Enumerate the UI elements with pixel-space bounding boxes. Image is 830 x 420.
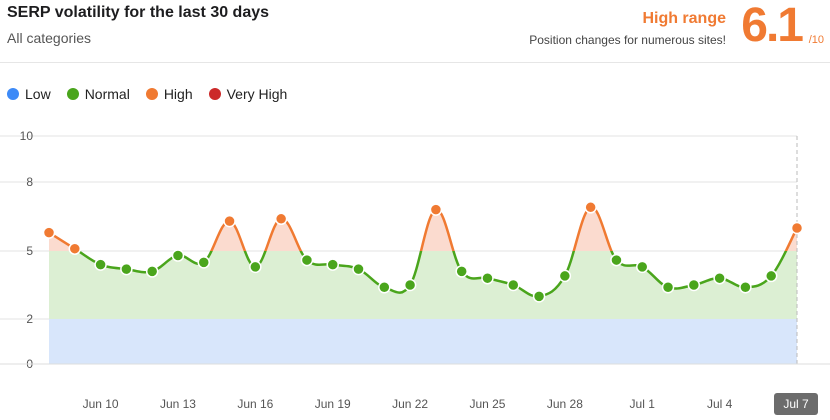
data-point-4 [120, 262, 133, 276]
data-point-9 [249, 260, 262, 274]
y-tick-label-5: 5 [26, 244, 33, 258]
data-point-10 [274, 212, 288, 226]
legend-dot-high [145, 88, 158, 100]
legend-label-normal: Normal [84, 86, 130, 102]
data-point-2 [68, 242, 82, 255]
legend-item-normal[interactable]: Normal [66, 86, 130, 102]
data-point-12 [326, 258, 339, 271]
x-tick-label-5: Jun 22 [392, 397, 428, 411]
x-tick-label-6: Jun 25 [469, 397, 505, 411]
range-description: Position changes for numerous sites! [529, 33, 726, 47]
data-point-15 [403, 278, 417, 292]
x-tick-label-9: Jul 4 [707, 397, 733, 411]
legend-label-low: Low [25, 86, 51, 102]
data-point-23 [610, 253, 623, 267]
legend-dot-very-high [208, 88, 221, 100]
data-point-29 [764, 269, 778, 283]
low-band [49, 319, 797, 364]
high-area [49, 207, 797, 251]
data-point-5 [145, 265, 159, 278]
current-date-label: Jul 7 [783, 397, 809, 411]
chart-title: SERP volatility for the last 30 days [7, 4, 270, 21]
data-point-16 [429, 203, 443, 216]
data-point-19 [507, 278, 520, 292]
legend-label-high: High [163, 86, 193, 102]
data-point-27 [713, 271, 726, 285]
x-tick-label-8: Jul 1 [630, 397, 656, 411]
legend-item-high[interactable]: High [145, 86, 193, 102]
range-label: High range [642, 10, 726, 27]
current-date-chip [774, 393, 818, 415]
data-point-25 [661, 281, 675, 294]
legend-dot-low [7, 88, 19, 100]
category-filter-label: All categories [7, 30, 92, 46]
data-point-17 [455, 265, 468, 278]
y-tick-label-10: 10 [20, 129, 34, 143]
data-point-24 [635, 260, 649, 274]
y-tick-label-2: 2 [26, 312, 33, 326]
data-point-14 [378, 281, 391, 294]
legend-item-very-high[interactable]: Very High [208, 86, 288, 102]
series-line-high [48, 206, 799, 251]
data-point-18 [481, 271, 494, 285]
legend-label-very-high: Very High [226, 86, 288, 102]
x-tick-label-3: Jun 16 [237, 397, 273, 411]
x-tick-label-2: Jun 13 [160, 397, 196, 411]
x-tick-label-4: Jun 19 [315, 397, 351, 411]
data-point-8 [223, 214, 236, 228]
data-point-6 [171, 249, 185, 262]
data-point-22 [584, 201, 597, 214]
data-point-1 [42, 226, 56, 239]
x-tick-label-1: Jun 10 [83, 397, 119, 411]
data-point-20 [532, 290, 546, 303]
legend-dot-normal [66, 88, 79, 100]
data-point-11 [300, 253, 314, 267]
data-point-28 [739, 281, 752, 294]
volatility-score-max: /10 [808, 34, 824, 46]
volatility-score: 6.1 [741, 0, 804, 52]
x-tick-label-7: Jun 28 [547, 397, 583, 411]
data-point-13 [352, 262, 365, 276]
chart-header: SERP volatility for the last 30 days All… [0, 0, 830, 63]
data-point-3 [94, 258, 107, 271]
data-point-21 [558, 269, 572, 283]
normal-area [49, 251, 797, 319]
data-point-7 [197, 256, 211, 269]
data-point-30 [790, 221, 804, 235]
y-tick-label-8: 8 [26, 175, 33, 189]
data-point-26 [687, 278, 701, 292]
chart-legend: Low Normal High Very High [7, 86, 287, 102]
legend-item-low[interactable]: Low [7, 86, 51, 102]
